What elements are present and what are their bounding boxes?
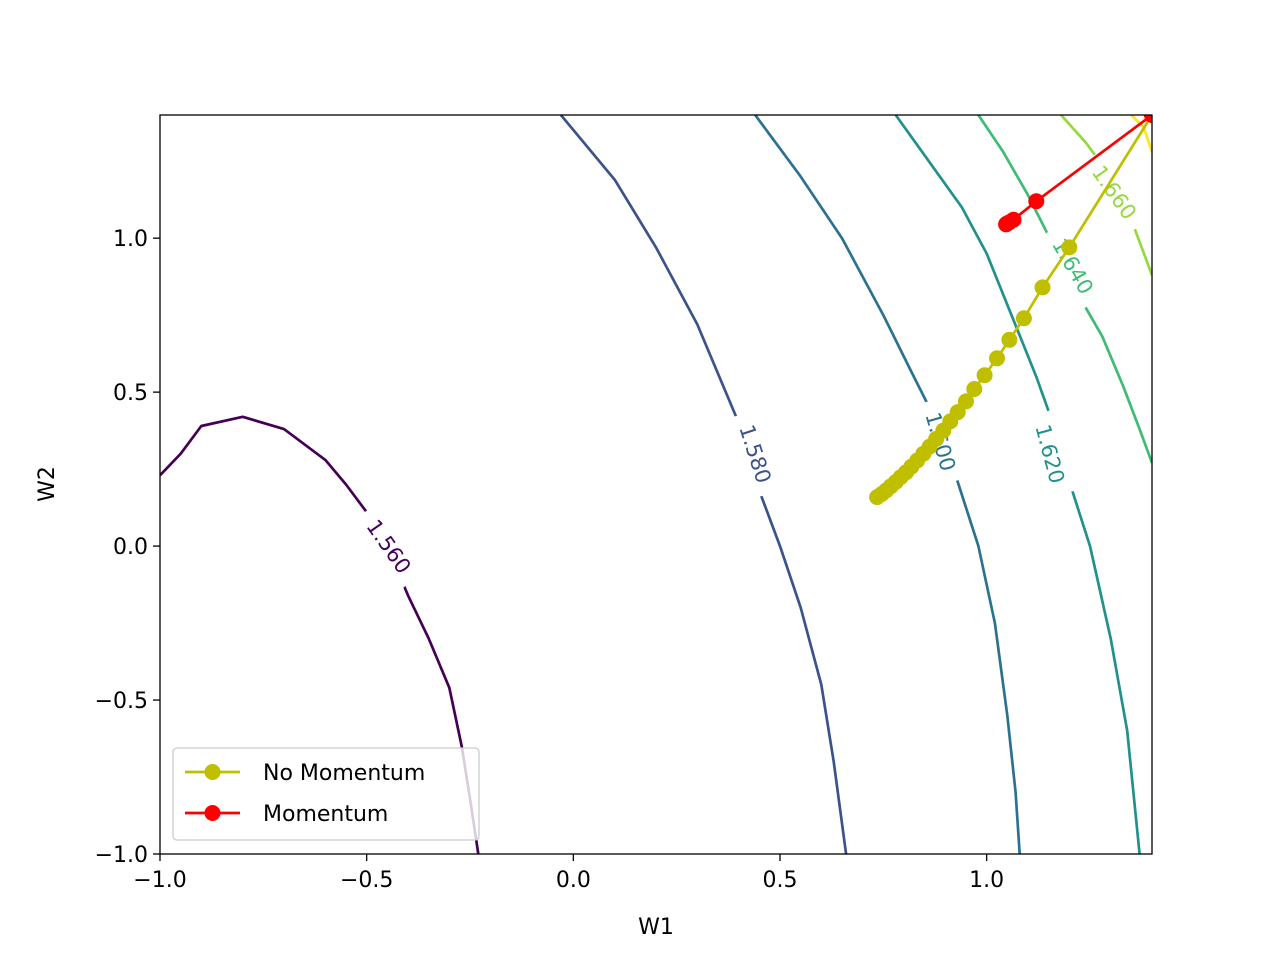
contour-line-1-62 xyxy=(894,115,1141,854)
contour-label-group-1: 1.580 xyxy=(729,409,783,498)
x-tick-label: −1.0 xyxy=(133,868,186,893)
y-axis-ticks: −1.0 −0.5 0.0 0.5 1.0 xyxy=(95,227,160,868)
y-tick-label: −1.0 xyxy=(95,843,148,868)
legend-label-no-momentum: No Momentum xyxy=(263,761,425,786)
contour-label-bg xyxy=(1079,149,1151,235)
series-point-no-momentum xyxy=(976,367,993,384)
legend: No Momentum Momentum xyxy=(172,747,480,841)
plot-frame xyxy=(159,114,1153,855)
series-point-no-momentum xyxy=(966,381,983,397)
series-point-no-momentum xyxy=(869,489,886,506)
y-tick-label: −0.5 xyxy=(95,689,148,714)
legend-marker-no-momentum xyxy=(204,764,221,780)
series-layer xyxy=(869,115,1152,506)
legend-box xyxy=(172,747,480,841)
contour-label-bg xyxy=(729,409,783,498)
contour-label-bg xyxy=(1026,409,1076,498)
legend-label-momentum: Momentum xyxy=(263,802,388,827)
x-tick-label: −0.5 xyxy=(340,868,393,893)
contour-label-group-0: 1.560 xyxy=(353,503,425,589)
x-tick-label: 1.0 xyxy=(969,868,1004,893)
x-tick-label: 0.5 xyxy=(763,868,798,893)
series-point-momentum xyxy=(1028,193,1045,210)
contour-label-group-4: 1.640 xyxy=(1040,222,1107,310)
legend-marker-momentum xyxy=(204,805,221,821)
x-tick-label: 0.0 xyxy=(556,868,591,893)
series-point-no-momentum xyxy=(1034,279,1051,296)
contour-label-bg xyxy=(1040,222,1107,310)
series-point-momentum xyxy=(998,216,1015,233)
series-point-no-momentum xyxy=(1015,310,1032,327)
y-tick-label: 0.5 xyxy=(113,381,148,406)
y-tick-label: 1.0 xyxy=(113,227,148,252)
series-point-no-momentum xyxy=(1001,331,1018,348)
series-point-momentum xyxy=(1144,115,1152,123)
contour-line-1-58 xyxy=(559,115,848,854)
contour-label-bg xyxy=(353,503,425,589)
x-axis-ticks: −1.0 −0.5 0.0 0.5 1.0 xyxy=(133,854,1004,893)
y-tick-label: 0.0 xyxy=(113,535,148,560)
x-axis-label: W1 xyxy=(638,915,674,940)
y-axis-label: W2 xyxy=(35,466,60,502)
contour-label-group-3: 1.620 xyxy=(1026,409,1076,498)
series-point-no-momentum xyxy=(989,350,1005,367)
series-point-no-momentum xyxy=(1061,239,1078,256)
contour-line-1-64 xyxy=(977,115,1152,464)
